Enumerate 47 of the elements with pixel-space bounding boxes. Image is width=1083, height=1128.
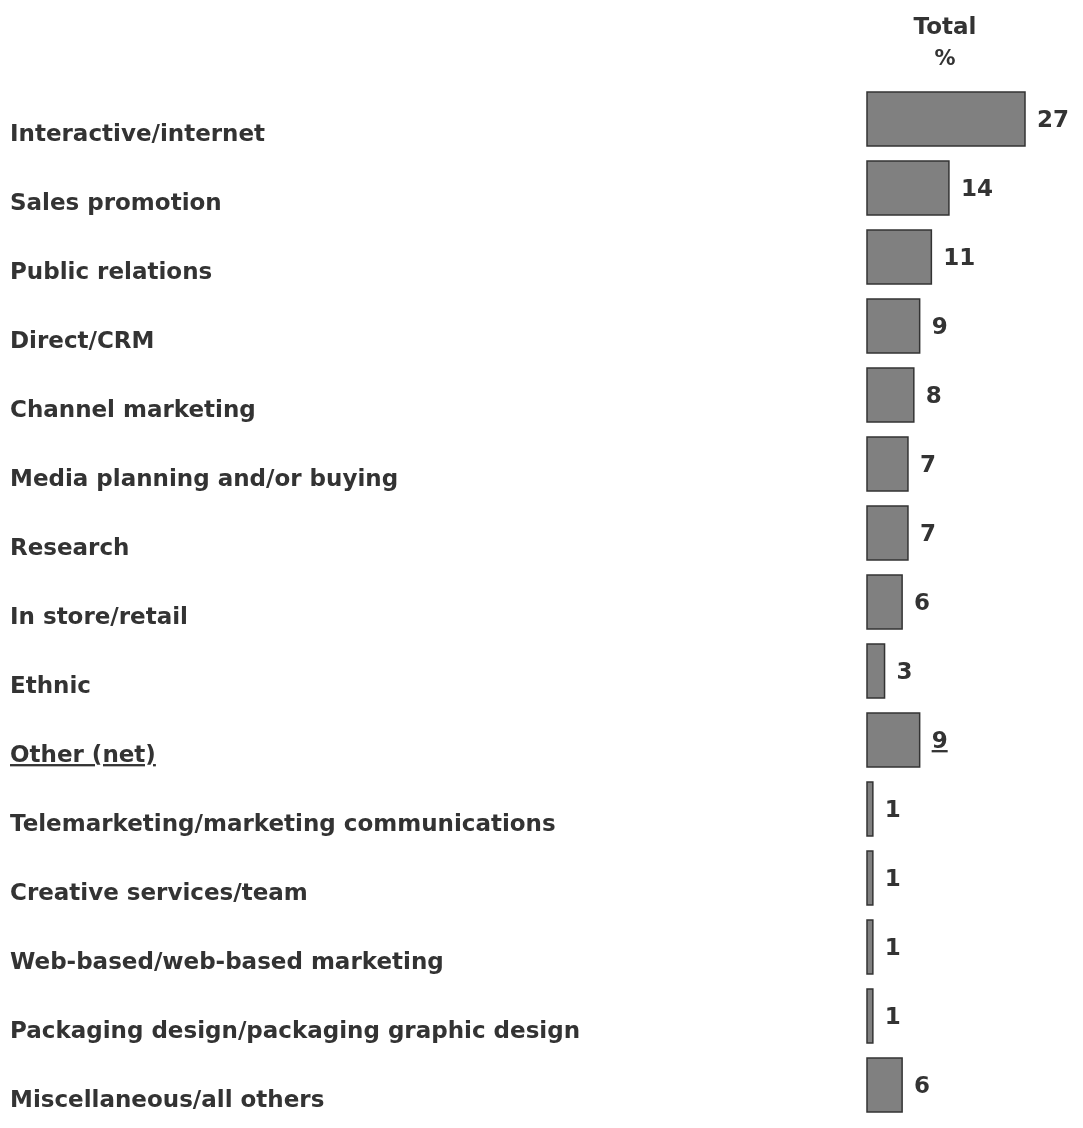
y-tick-label: Ethnic [10, 672, 91, 699]
data-label: 7 [919, 451, 936, 478]
data-label: 3 [896, 658, 913, 685]
y-tick-label: Other (net) [10, 741, 156, 768]
data-label: 27 [1037, 106, 1070, 133]
bar [866, 298, 921, 354]
data-label: 1 [884, 865, 901, 892]
data-label: 1 [884, 1003, 901, 1030]
bar [866, 781, 874, 837]
chart-subtitle: % [934, 46, 956, 71]
y-tick-label: Direct/CRM [10, 327, 155, 354]
data-label: 8 [925, 382, 942, 409]
y-tick-label: Sales promotion [10, 189, 222, 216]
bar [866, 1057, 903, 1113]
data-label: 1 [884, 796, 901, 823]
bar [866, 850, 874, 906]
y-tick-label: Creative services/team [10, 879, 308, 906]
bar [866, 160, 950, 216]
bar [866, 712, 921, 768]
y-tick-label: Miscellaneous/all others [10, 1086, 325, 1113]
y-tick-label: Telemarketing/marketing communications [10, 810, 556, 837]
bar [866, 919, 874, 975]
data-label: 7 [919, 520, 936, 547]
data-label: 11 [943, 244, 976, 271]
bar [866, 229, 933, 285]
y-tick-label: Public relations [10, 258, 213, 285]
bar [866, 574, 903, 630]
y-tick-label: Channel marketing [10, 396, 256, 423]
y-tick-label: Packaging design/packaging graphic design [10, 1017, 581, 1044]
y-tick-label: Media planning and/or buying [10, 465, 399, 492]
y-tick-label: Research [10, 534, 130, 561]
bar [866, 436, 909, 492]
data-label: 6 [914, 589, 931, 616]
bar [866, 988, 874, 1044]
bar [866, 643, 886, 699]
bar [866, 91, 1026, 147]
bar [866, 367, 915, 423]
data-label: 6 [914, 1072, 931, 1099]
data-label: 1 [884, 934, 901, 961]
data-label: 14 [960, 175, 993, 202]
bar [866, 505, 909, 561]
data-label: 9 [931, 727, 948, 754]
y-tick-label: Interactive/internet [10, 120, 266, 147]
chart-title: Total [913, 13, 977, 40]
data-label: 9 [931, 313, 948, 340]
y-tick-label: Web-based/web-based marketing [10, 948, 444, 975]
y-tick-label: In store/retail [10, 603, 188, 630]
